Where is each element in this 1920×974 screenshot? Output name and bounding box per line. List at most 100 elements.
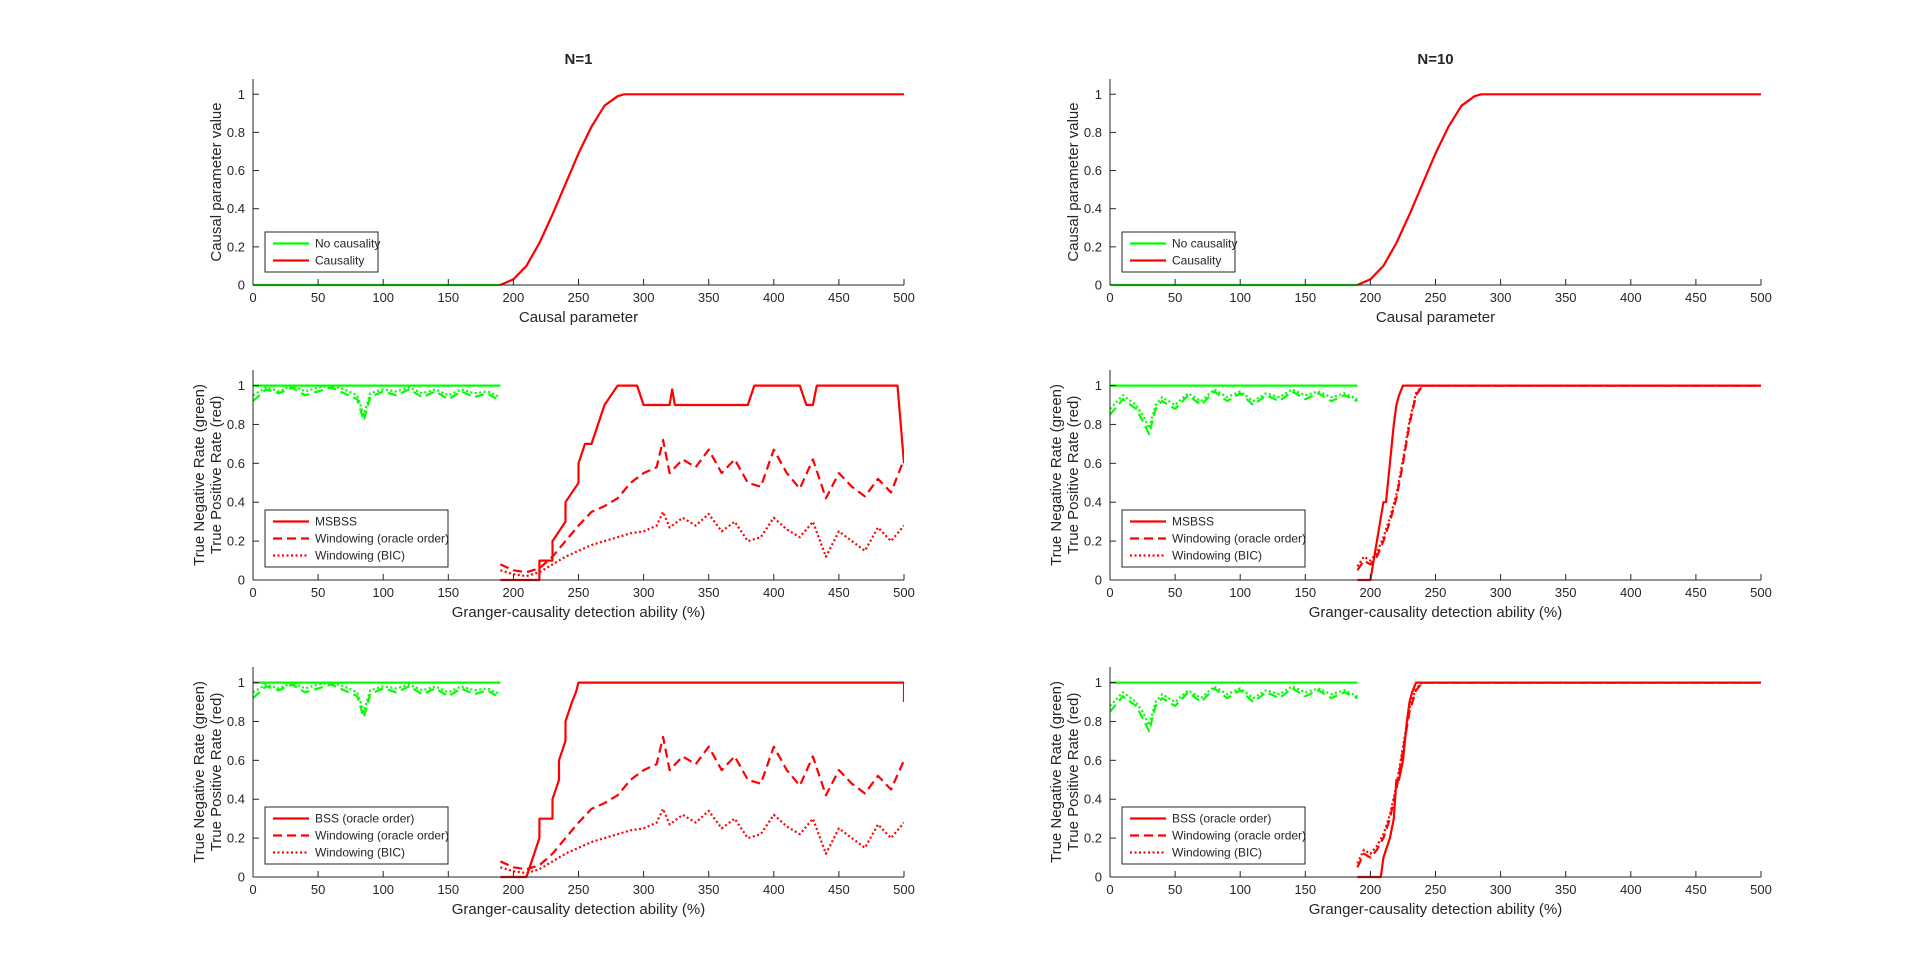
legend: BSS (oracle order) Windowing (oracle orde…	[264, 806, 449, 865]
y-tick-label: 0	[238, 573, 245, 588]
y-tick-label: 0.4	[1084, 201, 1102, 216]
x-tick-label: 200	[1360, 290, 1382, 305]
x-tick-label: 400	[763, 882, 785, 897]
y-tick-label: 0.2	[1084, 239, 1102, 254]
y-tick-label: 1	[1095, 675, 1102, 690]
series-line-5	[499, 735, 904, 871]
y-axis-label: True Negative Rate (green)	[1048, 681, 1065, 863]
series-line-5	[499, 438, 904, 574]
y-tick-label: 0.2	[1084, 831, 1102, 846]
x-tick-label: 400	[763, 290, 785, 305]
x-tick-label: 0	[249, 882, 256, 897]
y-tick-label: 0.6	[227, 753, 245, 768]
x-tick-label: 450	[828, 882, 850, 897]
y-tick-label: 0.4	[1084, 792, 1102, 807]
y-tick-label: 0	[238, 870, 245, 885]
x-tick-label: 350	[698, 585, 720, 600]
legend-label: Windowing (BIC)	[1172, 846, 1262, 860]
series-group	[1110, 384, 1761, 582]
x-tick-label: 150	[437, 290, 459, 305]
legend: No causality Causality	[264, 231, 380, 273]
y-axis-label: True Negative Rate (green)	[191, 681, 208, 863]
x-tick-label: 350	[698, 882, 720, 897]
x-tick-label: 300	[633, 290, 655, 305]
x-tick-label: 0	[1106, 585, 1113, 600]
y-axis-label: True Negative Rate (green)	[1048, 384, 1065, 566]
x-axis-label: Granger-causality detection ability (%)	[1309, 604, 1562, 621]
y-tick-label: 1	[238, 87, 245, 102]
x-tick-label: 50	[311, 882, 325, 897]
x-tick-label: 350	[1555, 290, 1577, 305]
x-tick-label: 200	[503, 882, 525, 897]
x-tick-label: 200	[503, 290, 525, 305]
x-tick-label: 0	[249, 585, 256, 600]
x-axis-label: Causal parameter	[519, 309, 638, 326]
x-tick-label: 0	[249, 290, 256, 305]
y-tick-label: 0	[238, 278, 245, 293]
x-tick-label: 350	[1555, 585, 1577, 600]
y-tick-label: 0.8	[227, 714, 245, 729]
y-tick-label: 0.2	[227, 239, 245, 254]
x-tick-label: 150	[1294, 882, 1316, 897]
y-tick-label: 0.2	[1084, 534, 1102, 549]
series-line-3	[253, 384, 501, 416]
series-group	[253, 681, 904, 879]
x-tick-label: 400	[763, 585, 785, 600]
x-axis-label: Causal parameter	[1376, 309, 1495, 326]
y-tick-label: 0	[1095, 573, 1102, 588]
series-line-2	[253, 683, 501, 719]
legend: MSBSS Windowing (oracle order) Windowing (…	[264, 509, 449, 568]
x-tick-label: 400	[1620, 585, 1642, 600]
subplot-1: 0 50 100 150 200 250 300 350 400 450 500 0 0.2 0.4 0.6…	[208, 51, 915, 326]
x-tick-label: 150	[1294, 290, 1316, 305]
series-line-3	[253, 681, 501, 713]
x-tick-label: 150	[1294, 585, 1316, 600]
x-tick-label: 450	[828, 290, 850, 305]
x-tick-label: 350	[698, 290, 720, 305]
x-tick-label: 500	[1750, 882, 1772, 897]
x-tick-label: 300	[1490, 585, 1512, 600]
series-group	[253, 384, 904, 582]
x-tick-label: 50	[311, 290, 325, 305]
x-tick-label: 250	[568, 290, 590, 305]
y-tick-label: 0.4	[227, 495, 245, 510]
x-tick-label: 450	[1685, 882, 1707, 897]
y-tick-label: 0.8	[1084, 125, 1102, 140]
subplot-6: 0 50 100 150 200 250 300 350 400 450 500 0 0.2 0.4 0.6…	[1048, 667, 1772, 918]
x-tick-label: 500	[893, 585, 915, 600]
legend-label: Windowing (BIC)	[315, 846, 405, 860]
subplot-3: 0 50 100 150 200 250 300 350 400 450 500 0 0.2 0.4 0.6…	[191, 370, 915, 621]
x-tick-label: 400	[1620, 882, 1642, 897]
y-tick-label: 0	[1095, 278, 1102, 293]
legend-label: Windowing (oracle order)	[315, 532, 449, 546]
x-tick-label: 250	[1425, 585, 1447, 600]
x-tick-label: 0	[1106, 882, 1113, 897]
legend-label: No causality	[315, 237, 380, 251]
legend-label: Windowing (oracle order)	[315, 829, 449, 843]
legend: MSBSS Windowing (oracle order) Windowing (…	[1121, 509, 1306, 568]
legend: BSS (oracle order) Windowing (oracle orde…	[1121, 806, 1306, 865]
subplot-2: 0 50 100 150 200 250 300 350 400 450 500 0 0.2 0.4 0.6…	[1065, 51, 1772, 326]
y-tick-label: 0.8	[227, 417, 245, 432]
x-axis-label: Granger-causality detection ability (%)	[452, 901, 705, 918]
x-tick-label: 100	[1229, 882, 1251, 897]
x-axis-label: Granger-causality detection ability (%)	[452, 604, 705, 621]
series-line-6	[1356, 681, 1761, 864]
subplot-5: 0 50 100 150 200 250 300 350 400 450 500 0 0.2 0.4 0.6…	[191, 667, 915, 918]
x-tick-label: 450	[1685, 290, 1707, 305]
legend: No causality Causality	[1121, 231, 1237, 273]
legend-label: Windowing (oracle order)	[1172, 532, 1306, 546]
y-tick-label: 0.8	[1084, 417, 1102, 432]
y-tick-label: 0.8	[1084, 714, 1102, 729]
x-tick-label: 300	[1490, 882, 1512, 897]
x-tick-label: 50	[311, 585, 325, 600]
x-tick-label: 150	[437, 882, 459, 897]
series-line-2	[499, 93, 904, 287]
series-line-3	[1110, 685, 1358, 727]
y-tick-label: 0.8	[227, 125, 245, 140]
x-tick-label: 0	[1106, 290, 1113, 305]
legend-label: Windowing (BIC)	[315, 549, 405, 563]
y-axis-label: True Positive Rate (red)	[1065, 396, 1082, 555]
x-tick-label: 350	[1555, 882, 1577, 897]
